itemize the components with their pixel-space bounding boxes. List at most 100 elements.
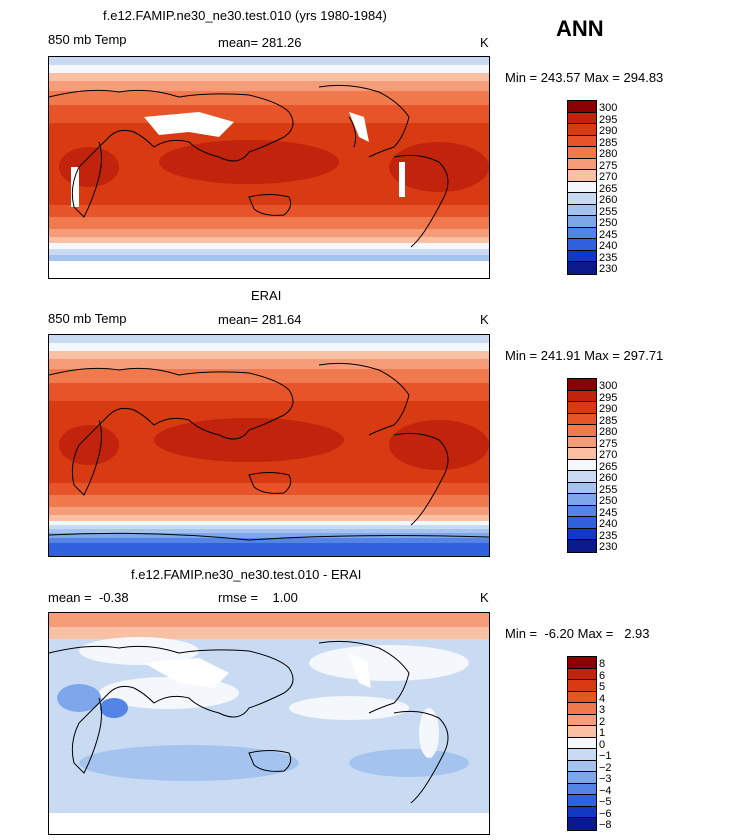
colorbar-swatch — [568, 181, 596, 194]
colorbar-swatch — [568, 216, 596, 228]
warm-pool — [154, 418, 344, 462]
colorbar-tick-label: 295 — [599, 391, 618, 404]
band-n-275 — [49, 359, 489, 371]
panel-1-variable: 850 mb Temp — [48, 32, 127, 47]
colorbar-swatch — [568, 818, 596, 830]
missing-africa — [71, 167, 79, 207]
panel-2-mean: mean= 281.64 — [218, 312, 302, 327]
diff-arctic-warm — [49, 613, 489, 631]
band-n-275 — [49, 81, 489, 93]
warm-pool — [159, 140, 339, 184]
coastlines — [49, 640, 449, 804]
colorbar-swatch — [568, 482, 596, 495]
panel-2-units: K — [480, 312, 489, 327]
missing-antarctica — [49, 261, 489, 278]
colorbar-tick-label: 250 — [599, 217, 618, 230]
colorbar-swatch — [568, 668, 596, 681]
coastlines — [49, 84, 449, 248]
warm-africa — [59, 147, 119, 187]
colorbar-swatch — [568, 783, 596, 796]
warm-africa — [59, 425, 119, 465]
band-s-240 — [49, 543, 489, 556]
colorbar-swatch — [568, 737, 596, 750]
colorbar-tick-label: 270 — [599, 171, 618, 184]
colorbar-swatch — [568, 726, 596, 738]
colorbar-tick-label: 2 — [599, 715, 606, 728]
colorbar-swatch — [568, 540, 596, 552]
panel-2-field — [49, 335, 489, 556]
season-label: ANN — [556, 16, 604, 41]
colorbar-tick-label: −2 — [599, 761, 612, 774]
band-s-275 — [49, 229, 489, 239]
colorbar-swatch — [568, 436, 596, 449]
colorbar-swatch — [568, 459, 596, 472]
colorbar-swatch — [568, 413, 596, 426]
band-s-285 — [49, 483, 489, 497]
diff-arctic-mild — [49, 627, 489, 639]
band-s-255 — [49, 255, 489, 263]
colorbar-tick-label: 265 — [599, 460, 618, 473]
colorbar-swatch — [568, 680, 596, 692]
band-s-280 — [49, 217, 489, 231]
panel-1-minmax: Min = 243.57 Max = 294.83 — [505, 70, 664, 85]
band-s-265 — [49, 521, 489, 527]
panel-1-title: f.e12.FAMIP.ne30_ne30.test.010 (yrs 1980… — [103, 8, 387, 23]
colorbar-tick-label: 255 — [599, 483, 618, 496]
colorbar-tick-label: 240 — [599, 240, 618, 253]
colorbar-swatch — [568, 262, 596, 274]
colorbar-swatch — [568, 528, 596, 541]
band-n-280 — [49, 369, 489, 385]
diff-cold-africa — [57, 684, 101, 712]
panel-3-title: f.e12.FAMIP.ne30_ne30.test.010 - ERAI — [131, 567, 362, 582]
panel-3-rmse: rmse = 1.00 — [218, 590, 298, 605]
diff-cold-arabia — [100, 698, 128, 718]
panel-3-colorbar — [567, 656, 597, 831]
colorbar-tick-label: 280 — [599, 148, 618, 161]
colorbar-swatch — [568, 448, 596, 460]
colorbar-swatch — [568, 471, 596, 483]
panel-1-mean: mean= 281.26 — [218, 35, 302, 50]
missing-antarctica — [49, 813, 489, 834]
diff-zero-4 — [289, 696, 409, 720]
band-n-265 — [49, 343, 489, 353]
colorbar-swatch — [568, 204, 596, 217]
colorbar-tick-label: 240 — [599, 518, 618, 531]
band-s-280 — [49, 495, 489, 509]
colorbar-swatch — [568, 147, 596, 159]
band-n-285 — [49, 383, 489, 401]
colorbar-swatch — [568, 795, 596, 807]
colorbar-tick-label: 235 — [599, 529, 618, 542]
missing-rockies — [349, 112, 369, 142]
missing-rockies — [349, 653, 371, 688]
band-n-280 — [49, 91, 489, 107]
colorbar-tick-label: −8 — [599, 819, 612, 832]
panel-2-title: ERAI — [251, 288, 282, 303]
colorbar-tick-label: 260 — [599, 472, 618, 485]
band-s-270 — [49, 237, 489, 245]
band-s-285 — [49, 205, 489, 219]
colorbar-tick-label: 260 — [599, 194, 618, 207]
colorbar-swatch — [568, 425, 596, 437]
panel-3-field — [49, 613, 489, 834]
colorbar-swatch — [568, 760, 596, 773]
colorbar-tick-label: 230 — [599, 263, 618, 276]
colorbar-tick-label: 250 — [599, 495, 618, 508]
colorbar-swatch — [568, 806, 596, 819]
colorbar-swatch — [568, 714, 596, 727]
colorbar-tick-label: 285 — [599, 414, 618, 427]
diff-cool-south — [79, 745, 299, 781]
colorbar-tick-label: 3 — [599, 704, 606, 717]
coastlines — [49, 362, 489, 541]
colorbar-swatch — [568, 227, 596, 240]
colorbar-swatch — [568, 390, 596, 403]
colorbar-tick-label: 290 — [599, 403, 618, 416]
colorbar-swatch — [568, 657, 596, 669]
colorbar-tick-label: 8 — [599, 658, 606, 670]
panel-3-minmax: Min = -6.20 Max = 2.93 — [505, 626, 650, 641]
diff-zero-1 — [79, 637, 199, 665]
band-s-245 — [49, 538, 489, 544]
colorbar-swatch — [568, 772, 596, 784]
colorbar-tick-label: 280 — [599, 426, 618, 439]
colorbar-tick-label: 265 — [599, 182, 618, 195]
colorbar-tick-label: 6 — [599, 669, 606, 682]
